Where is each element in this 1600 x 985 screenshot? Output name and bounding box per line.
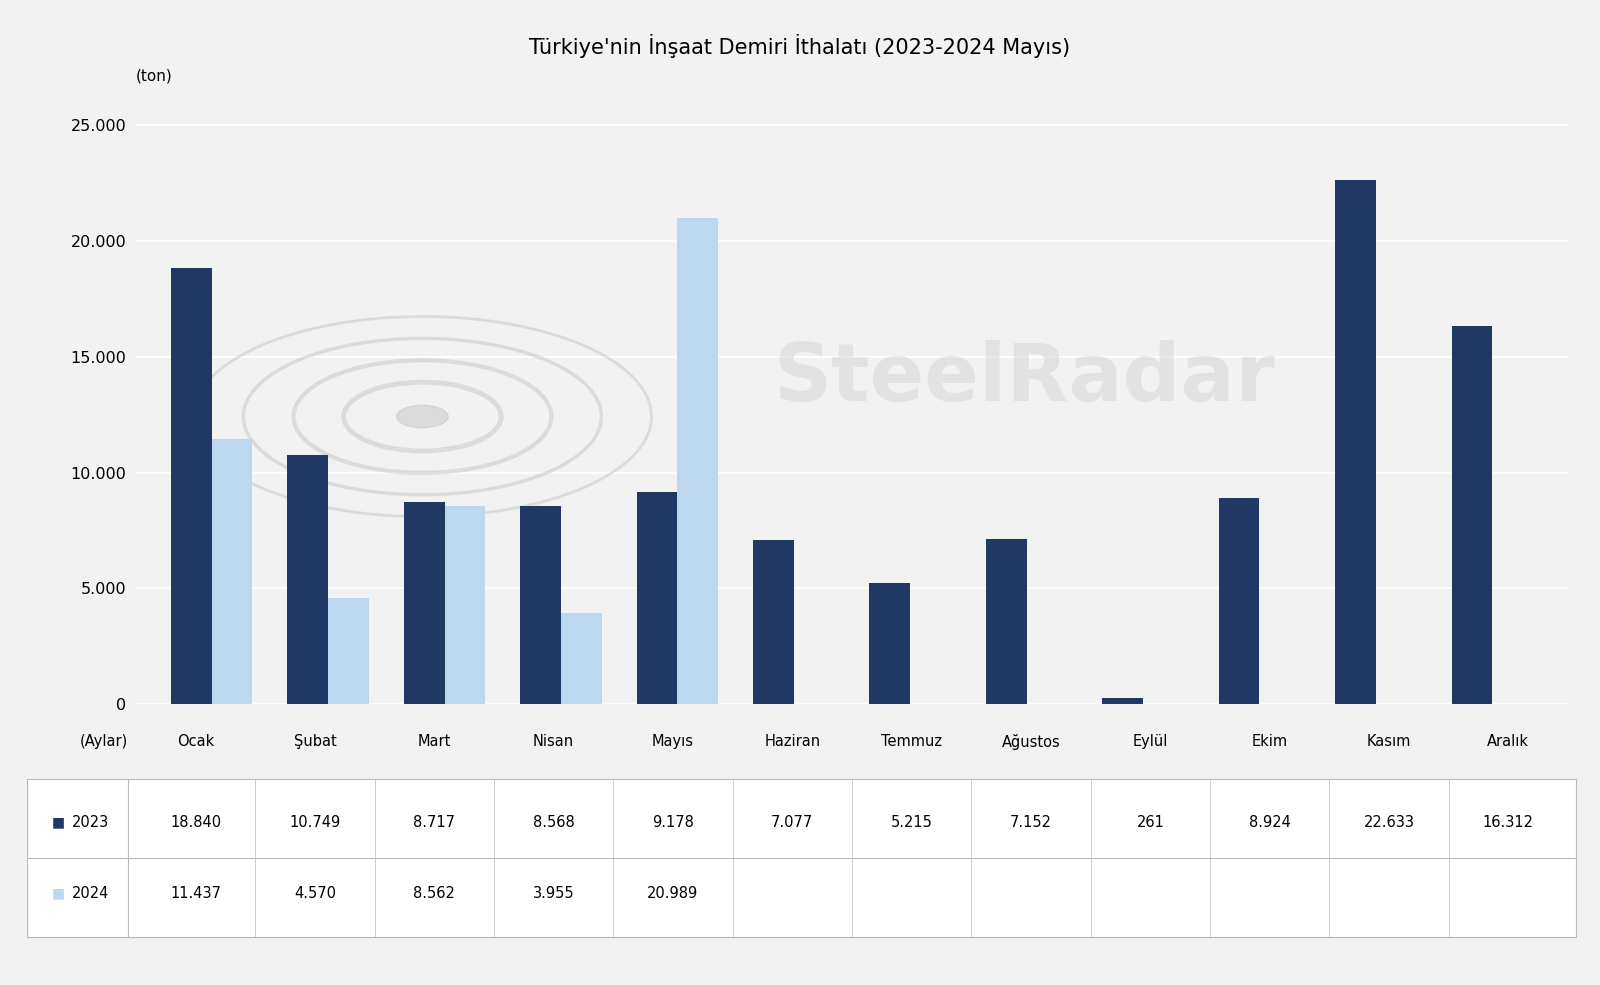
Text: (ton): (ton)	[136, 69, 173, 84]
Bar	[677, 218, 718, 704]
Text: 8.717: 8.717	[413, 815, 456, 830]
Bar	[754, 541, 794, 704]
Text: SteelRadar: SteelRadar	[773, 340, 1275, 418]
Text: 11.437: 11.437	[170, 886, 221, 901]
Text: Kasım: Kasım	[1366, 734, 1411, 750]
Bar	[403, 502, 445, 704]
Text: Ekim: Ekim	[1251, 734, 1288, 750]
Bar	[869, 583, 910, 704]
Bar	[1451, 326, 1493, 704]
Text: Eylül: Eylül	[1133, 734, 1168, 750]
Text: 8.924: 8.924	[1248, 815, 1291, 830]
Text: Temmuz: Temmuz	[882, 734, 942, 750]
Text: ■: ■	[51, 886, 66, 900]
Bar	[1334, 180, 1376, 704]
Bar	[1219, 497, 1259, 704]
Text: Ağustos: Ağustos	[1002, 734, 1061, 750]
Text: Ocak: Ocak	[178, 734, 214, 750]
Text: 3.955: 3.955	[533, 886, 574, 901]
Text: 2024: 2024	[72, 886, 109, 901]
Bar	[288, 455, 328, 704]
Text: 9.178: 9.178	[653, 815, 694, 830]
Text: 5.215: 5.215	[891, 815, 933, 830]
Bar	[171, 268, 211, 704]
Text: Haziran: Haziran	[765, 734, 821, 750]
Text: 7.152: 7.152	[1010, 815, 1051, 830]
Bar	[1102, 698, 1142, 704]
Bar	[211, 439, 253, 704]
Circle shape	[397, 405, 448, 427]
Text: (Aylar): (Aylar)	[80, 734, 128, 750]
Text: 18.840: 18.840	[170, 815, 221, 830]
Text: 2023: 2023	[72, 815, 109, 830]
Bar	[520, 505, 562, 704]
Bar	[328, 599, 370, 704]
Text: 4.570: 4.570	[294, 886, 336, 901]
Text: 8.568: 8.568	[533, 815, 574, 830]
Text: 7.077: 7.077	[771, 815, 813, 830]
Text: ■: ■	[51, 816, 66, 829]
Bar	[637, 492, 677, 704]
Bar	[445, 506, 485, 704]
Text: Mayıs: Mayıs	[653, 734, 694, 750]
Bar	[562, 613, 602, 704]
Text: Türkiye'nin İnşaat Demiri İthalatı (2023-2024 Mayıs): Türkiye'nin İnşaat Demiri İthalatı (2023…	[530, 34, 1070, 58]
Text: Mart: Mart	[418, 734, 451, 750]
Text: Şubat: Şubat	[294, 734, 336, 750]
Text: Aralık: Aralık	[1488, 734, 1530, 750]
Text: Nisan: Nisan	[533, 734, 574, 750]
Text: 261: 261	[1136, 815, 1165, 830]
Bar	[986, 539, 1027, 704]
Text: 16.312: 16.312	[1483, 815, 1534, 830]
Text: 20.989: 20.989	[648, 886, 699, 901]
Text: 10.749: 10.749	[290, 815, 341, 830]
Text: 22.633: 22.633	[1363, 815, 1414, 830]
Text: 8.562: 8.562	[413, 886, 456, 901]
